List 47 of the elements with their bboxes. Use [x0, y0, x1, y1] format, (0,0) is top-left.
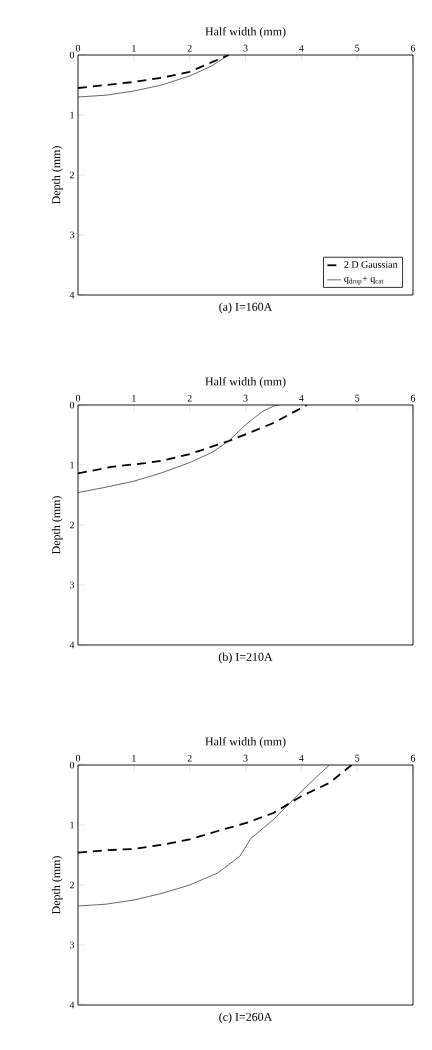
x-tick-label: 3 — [243, 754, 248, 762]
y-tick-label: 1 — [70, 821, 74, 829]
y-tick-label: 4 — [69, 291, 75, 299]
x-axis-title: Half width (mm) — [205, 376, 286, 388]
x-tick-label: 6 — [410, 394, 416, 402]
x-tick-label: 3 — [243, 394, 248, 402]
x-tick-label: 2 — [187, 394, 192, 402]
legend-label: 2 D Gaussian — [344, 261, 398, 268]
y-tick-label: 0 — [69, 761, 75, 769]
y-tick-label: 4 — [69, 1001, 75, 1009]
y-axis-title: Depth (mm) — [51, 856, 63, 915]
y-tick-label: 3 — [69, 231, 75, 239]
x-tick-label: 2 — [187, 754, 192, 762]
x-tick-label: 1 — [132, 754, 136, 762]
text: (b) I=210A — [218, 652, 273, 664]
x-axis-title: Half width (mm) — [205, 26, 286, 38]
text: (c) I=260A — [219, 1012, 273, 1024]
x-tick-label: 0 — [75, 394, 81, 402]
x-tick-label: 4 — [299, 754, 304, 762]
y-tick-label: 3 — [69, 581, 75, 589]
y-tick-label: 1 — [70, 461, 74, 469]
x-tick-label: 6 — [410, 44, 416, 52]
y-axis-title: Depth (mm) — [51, 146, 63, 205]
x-tick-label: 1 — [132, 44, 136, 52]
y-tick-label: 2 — [69, 881, 74, 889]
x-tick-label: 0 — [75, 754, 81, 762]
x-tick-label: 5 — [355, 44, 360, 52]
y-tick-label: 2 — [69, 171, 74, 179]
text: (a) I=160A — [219, 302, 273, 314]
y-tick-label: 4 — [69, 641, 75, 649]
y-tick-label: 0 — [69, 51, 75, 59]
x-tick-label: 2 — [187, 44, 192, 52]
y-tick-label: 2 — [69, 521, 74, 529]
x-tick-label: 6 — [410, 754, 416, 762]
x-tick-label: 1 — [132, 394, 136, 402]
x-tick-label: 5 — [355, 394, 360, 402]
y-tick-label: 0 — [69, 401, 75, 409]
x-axis-title: Half width (mm) — [205, 736, 286, 748]
x-tick-label: 0 — [75, 44, 81, 52]
x-tick-label: 5 — [355, 754, 360, 762]
y-tick-label: 3 — [69, 941, 75, 949]
y-axis-title: Depth (mm) — [51, 496, 63, 555]
x-tick-label: 4 — [299, 44, 304, 52]
x-tick-label: 4 — [299, 394, 304, 402]
y-tick-label: 1 — [70, 111, 74, 119]
legend-label: q$_{drop}$+ q$_{cat}$ — [344, 276, 384, 285]
x-tick-label: 3 — [243, 44, 248, 52]
